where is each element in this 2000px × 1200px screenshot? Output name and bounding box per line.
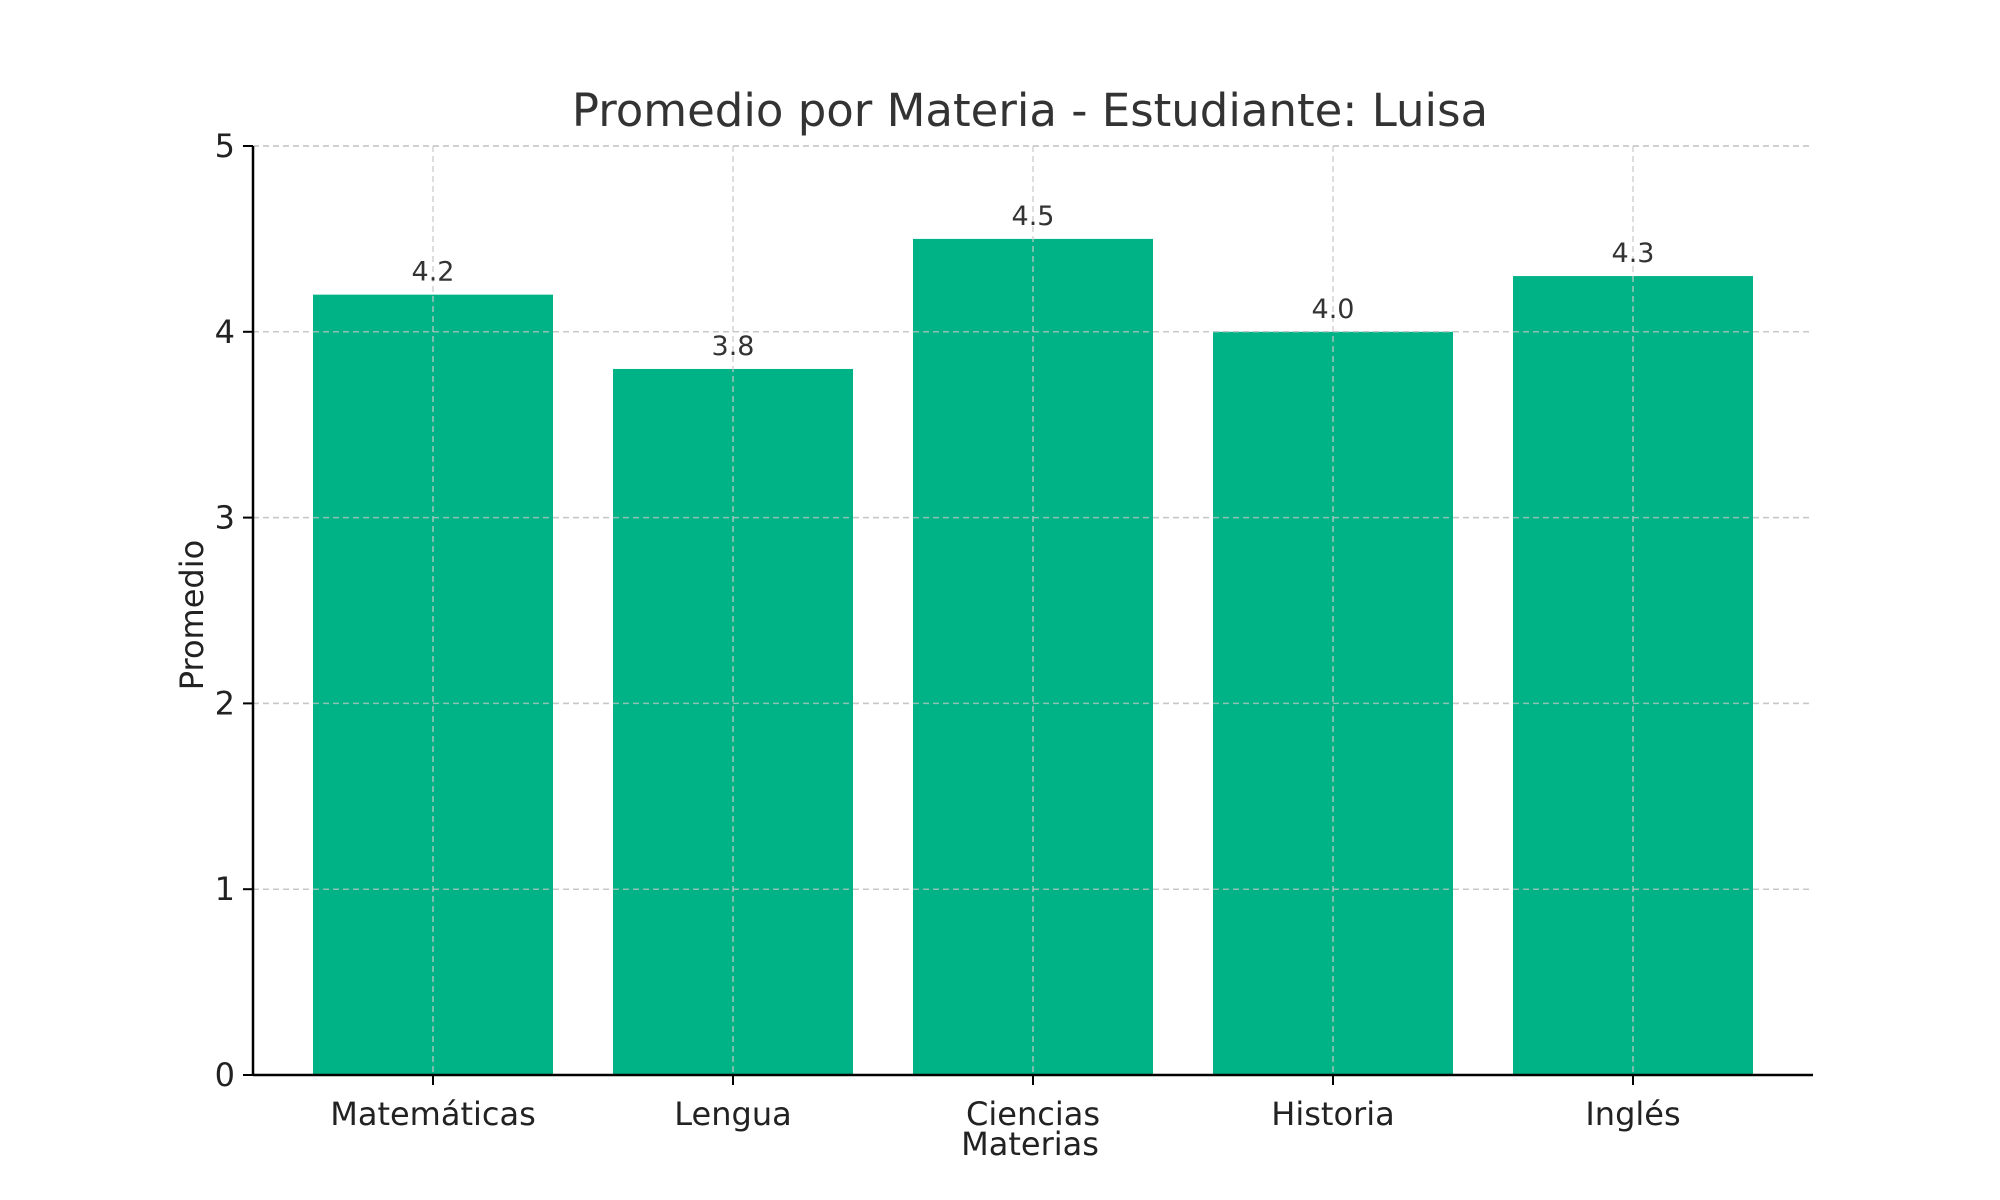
x-axis-title: Materias [961,1125,1099,1163]
x-tick-label: Historia [1271,1095,1394,1133]
x-tick-label: Lengua [674,1095,791,1133]
bar-value-label: 3.8 [712,331,755,362]
y-axis-title: Promedio [173,540,211,690]
grid-lines-front [253,145,1813,1075]
bar-value-label: 4.2 [412,257,455,288]
bar-value-label: 4.0 [1312,294,1355,325]
axes [243,145,1813,1085]
bar-value-label: 4.5 [1012,201,1055,232]
labels: 0 1 2 3 4 5 Matemáticas Lengua Ciencias Historia I… [215,127,1681,1133]
bar [313,294,553,1075]
bar [1513,276,1753,1075]
y-tick-label: 3 [215,499,235,537]
y-tick-label: 1 [215,870,235,908]
x-tick-label: Inglés [1585,1095,1680,1133]
x-tick-label: Matemáticas [330,1095,536,1133]
y-tick-label: 0 [215,1056,235,1094]
y-tick-label: 5 [215,127,235,165]
bar-value-label: 4.3 [1612,238,1655,269]
y-tick-label: 2 [215,684,235,722]
y-tick-label: 4 [215,313,235,351]
x-tick-label: Ciencias [966,1095,1100,1133]
chart-title: Promedio por Materia - Estudiante: Luisa [572,84,1488,137]
